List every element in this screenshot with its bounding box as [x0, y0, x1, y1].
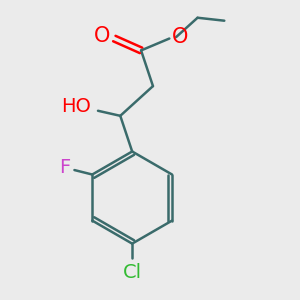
- Text: O: O: [94, 26, 110, 46]
- Text: HO: HO: [61, 98, 91, 116]
- Text: F: F: [59, 158, 70, 177]
- Text: O: O: [171, 27, 188, 47]
- Text: Cl: Cl: [123, 263, 142, 282]
